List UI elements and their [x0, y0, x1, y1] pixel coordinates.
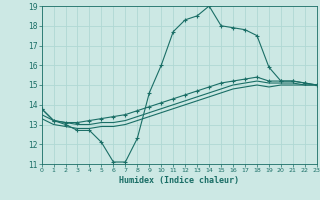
X-axis label: Humidex (Indice chaleur): Humidex (Indice chaleur) [119, 176, 239, 185]
